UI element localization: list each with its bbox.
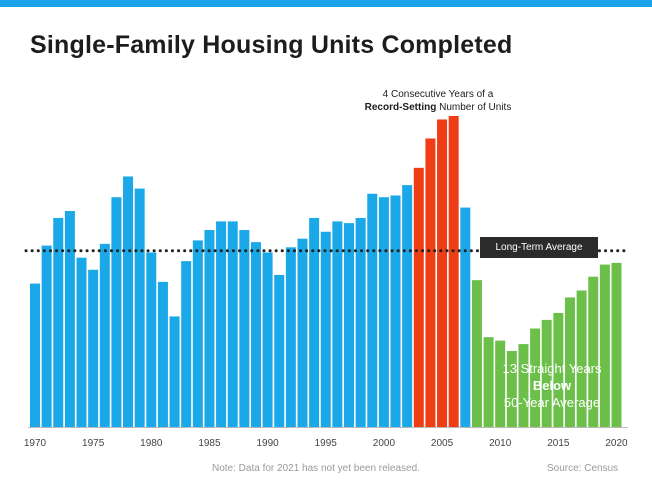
- x-tick-label-2010: 2010: [489, 438, 512, 449]
- x-tick-label-1980: 1980: [140, 438, 163, 449]
- bar-1996: [332, 221, 343, 427]
- bar-1978: [123, 176, 134, 427]
- bar-2020: [611, 262, 622, 427]
- bar-1975: [88, 269, 99, 427]
- bar-1997: [344, 223, 355, 427]
- bar-1990: [262, 252, 273, 427]
- bar-2019: [599, 264, 610, 427]
- bar-2011: [506, 350, 517, 427]
- callout-line-1: 4 Consecutive Years of a: [382, 89, 494, 100]
- x-tick-label-2015: 2015: [547, 438, 570, 449]
- bar-2005: [437, 119, 448, 428]
- bar-1995: [320, 231, 331, 427]
- x-tick-label-2005: 2005: [431, 438, 454, 449]
- below-line-1: 13 Straight Years: [502, 361, 602, 376]
- callout-rest-text: Number of Units: [436, 102, 512, 113]
- bar-1987: [227, 221, 238, 427]
- bar-2003: [413, 167, 424, 427]
- bar-2000: [378, 197, 389, 427]
- bar-1979: [134, 188, 145, 427]
- x-tick-label-1995: 1995: [315, 438, 338, 449]
- bar-2014: [541, 319, 552, 427]
- bar-1974: [76, 257, 87, 427]
- bar-1982: [169, 316, 180, 427]
- x-tick-label-1985: 1985: [198, 438, 221, 449]
- source-note: Source: Census: [547, 463, 619, 474]
- record-callout: 4 Consecutive Years of a Record-Setting …: [348, 88, 528, 114]
- bar-1970: [30, 283, 40, 427]
- bar-1993: [297, 238, 308, 427]
- bar-2008: [471, 280, 482, 427]
- bar-1977: [111, 197, 122, 427]
- footnote: Note: Data for 2021 has not yet been rel…: [212, 463, 420, 474]
- bar-1983: [181, 261, 192, 427]
- top-accent-bar: [0, 0, 652, 7]
- below-average-label: 13 Straight Years Below 50-Year Average: [482, 360, 622, 411]
- bar-2018: [588, 276, 599, 427]
- x-tick-label-1990: 1990: [256, 438, 279, 449]
- bar-2017: [576, 290, 587, 427]
- bar-1994: [309, 217, 320, 427]
- bar-2007: [460, 207, 471, 427]
- bar-1989: [250, 242, 261, 427]
- x-tick-label-1975: 1975: [82, 438, 105, 449]
- bar-1981: [157, 281, 168, 427]
- bar-2006: [448, 116, 459, 427]
- bar-2004: [425, 138, 436, 427]
- bar-2001: [390, 195, 401, 427]
- bar-1991: [274, 274, 285, 427]
- bar-2009: [483, 337, 494, 427]
- bar-2013: [530, 328, 541, 427]
- below-line-2: Below: [532, 378, 572, 393]
- x-tick-label-2000: 2000: [373, 438, 396, 449]
- bar-1984: [192, 240, 203, 427]
- bar-1976: [99, 243, 110, 427]
- bar-2002: [402, 185, 413, 427]
- x-tick-label-2020: 2020: [605, 438, 628, 449]
- bar-1971: [41, 245, 52, 427]
- chart-title: Single-Family Housing Units Completed: [30, 31, 513, 59]
- below-line-3: 50-Year Average: [503, 395, 601, 410]
- bar-1980: [146, 252, 157, 427]
- long-term-average-label: Long-Term Average: [480, 237, 598, 258]
- x-tick-label-1970: 1970: [24, 438, 47, 449]
- bar-2016: [564, 297, 575, 427]
- callout-bold-text: Record-Setting: [364, 102, 437, 113]
- bar-1988: [239, 230, 250, 427]
- bar-1999: [367, 193, 378, 427]
- bar-1972: [53, 217, 64, 427]
- bar-2012: [518, 344, 529, 427]
- bar-1985: [204, 230, 215, 427]
- bar-1986: [216, 221, 227, 427]
- bar-1992: [285, 247, 296, 427]
- bar-1973: [64, 211, 75, 427]
- bar-2010: [495, 340, 506, 427]
- bar-1998: [355, 217, 366, 427]
- bar-2015: [553, 312, 564, 427]
